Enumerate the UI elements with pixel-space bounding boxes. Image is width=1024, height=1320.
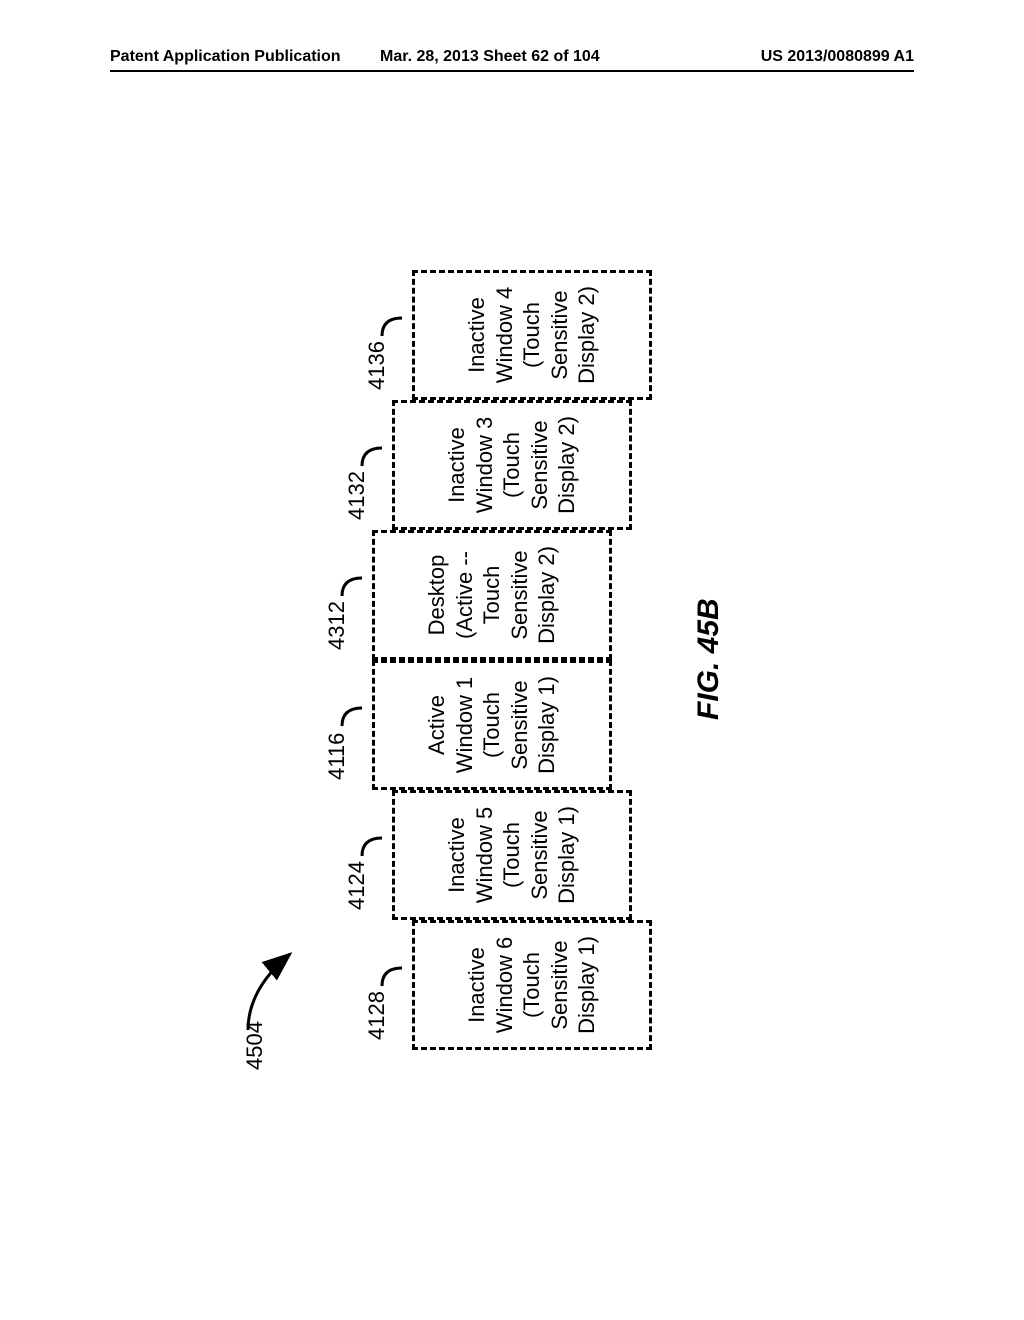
ref-label-b5: 4132 [344,471,370,520]
ref-label-b3: 4116 [324,733,350,780]
figure-caption: FIG. 45B [692,598,726,720]
ref-leader-b4 [338,562,364,598]
window-box-b5: Inactive Window 3 (Touch Sensitive Displ… [392,400,632,530]
window-box-b1: Inactive Window 6 (Touch Sensitive Displ… [412,920,652,1050]
ref-leader-b3 [338,692,364,728]
ref-label-b2: 4124 [344,861,370,910]
header-left: Patent Application Publication [110,48,341,66]
header-middle: Mar. 28, 2013 Sheet 62 of 104 [380,48,600,66]
diagram: Inactive Window 6 (Touch Sensitive Displ… [312,270,712,1050]
window-box-text: Inactive Window 6 (Touch Sensitive Displ… [463,929,601,1041]
ref-leader-b1 [378,952,404,988]
window-box-b3: Active Window 1 (Touch Sensitive Display… [372,660,612,790]
ref-label-b6: 4136 [364,341,390,390]
window-box-text: Active Window 1 (Touch Sensitive Display… [423,669,561,781]
ref-label-b4: 4312 [324,601,350,650]
ref-leader-b2 [358,822,384,858]
ref-leader-b6 [378,302,404,338]
window-box-text: Inactive Window 4 (Touch Sensitive Displ… [463,279,601,391]
page-header: Patent Application Publication Mar. 28, … [110,48,914,72]
main-ref-label: 4504 [242,1021,268,1070]
window-box-b6: Inactive Window 4 (Touch Sensitive Displ… [412,270,652,400]
window-box-text: Inactive Window 5 (Touch Sensitive Displ… [443,799,581,911]
ref-label-b1: 4128 [364,991,390,1040]
window-box-text: Inactive Window 3 (Touch Sensitive Displ… [443,409,581,521]
header-right: US 2013/0080899 A1 [761,48,914,66]
window-box-b2: Inactive Window 5 (Touch Sensitive Displ… [392,790,632,920]
window-box-text: Desktop (Active -- Touch Sensitive Displ… [423,539,561,651]
diagram-rotated-group: Inactive Window 6 (Touch Sensitive Displ… [312,270,712,1050]
page: Patent Application Publication Mar. 28, … [0,0,1024,1320]
window-box-b4: Desktop (Active -- Touch Sensitive Displ… [372,530,612,660]
ref-leader-b5 [358,432,384,468]
